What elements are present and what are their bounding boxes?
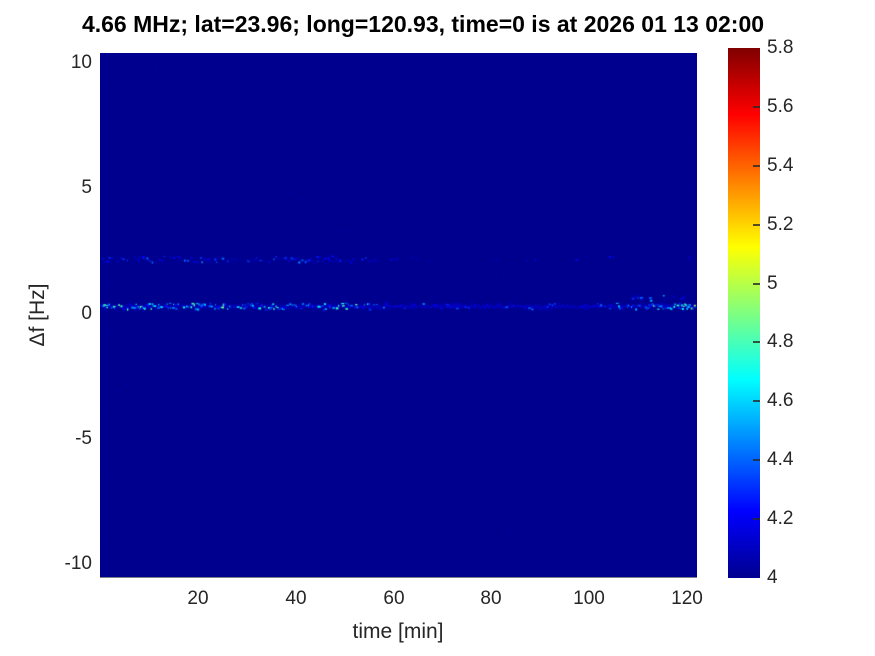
heatmap-canvas <box>100 53 697 577</box>
colorbar <box>728 48 760 578</box>
y-tick-label: -10 <box>64 553 92 574</box>
x-tick-label: 60 <box>383 588 405 609</box>
colorbar-tick <box>753 341 760 344</box>
colorbar-tick <box>753 459 760 462</box>
y-tick-label: 10 <box>70 52 92 73</box>
x-tick-label: 100 <box>573 588 605 609</box>
x-tick-label: 20 <box>187 588 209 609</box>
colorbar-tick-label: 4.2 <box>767 508 794 529</box>
colorbar-tick-label: 5 <box>767 273 778 294</box>
x-tick-label: 40 <box>285 588 307 609</box>
colorbar-tick <box>753 164 760 167</box>
colorbar-tick <box>753 400 760 403</box>
colorbar-tick-label: 5.2 <box>767 214 794 235</box>
colorbar-tick <box>753 105 760 108</box>
colorbar-tick-label: 4.8 <box>767 331 794 352</box>
colorbar-tick-label: 5.4 <box>767 155 794 176</box>
x-tick-label: 80 <box>480 588 502 609</box>
colorbar-tick <box>753 282 760 285</box>
y-tick-label: 5 <box>81 177 92 198</box>
heatmap-plot-area <box>100 53 697 578</box>
colorbar-tick-label: 4.6 <box>767 390 794 411</box>
x-axis-label: time [min] <box>352 620 444 643</box>
colorbar-tick <box>753 223 760 226</box>
colorbar-tick-label: 4 <box>767 567 778 588</box>
y-axis-label: Δf [Hz] <box>26 283 49 347</box>
x-tick-label: 120 <box>671 588 703 609</box>
colorbar-tick-label: 4.4 <box>767 449 794 470</box>
colorbar-tick <box>753 518 760 521</box>
y-tick-label: -5 <box>75 428 92 449</box>
colorbar-tick-label: 5.8 <box>767 37 794 58</box>
colorbar-tick-label: 5.6 <box>767 96 794 117</box>
y-tick-label: 0 <box>81 303 92 324</box>
plot-title: 4.66 MHz; lat=23.96; long=120.93, time=0… <box>81 11 765 37</box>
